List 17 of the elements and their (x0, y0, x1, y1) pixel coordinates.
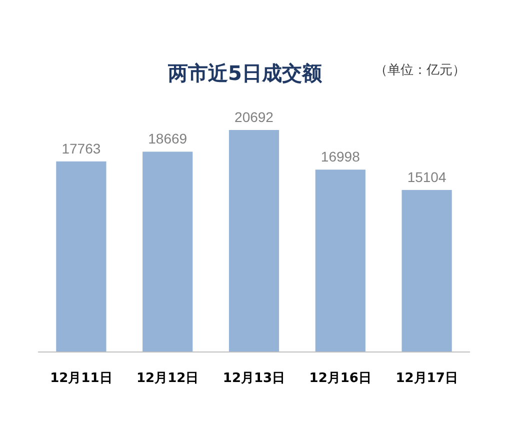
bar (228, 130, 280, 352)
bar (402, 190, 452, 352)
x-tick-label: 12月17日 (396, 371, 458, 386)
data-label: 20692 (234, 109, 274, 125)
x-tick-label: 12月11日 (50, 371, 112, 386)
x-tick-label: 12月13日 (222, 371, 286, 386)
x-tick-label: 12月16日 (309, 371, 372, 386)
chart-title: 两市近5日成交额 (167, 61, 323, 85)
bar (315, 170, 366, 352)
data-label: 18669 (148, 130, 188, 147)
bar (142, 152, 193, 352)
bar (56, 161, 106, 352)
data-label: 17763 (62, 140, 101, 156)
data-label: 15104 (407, 168, 446, 185)
x-tick-label: 12月12日 (136, 371, 199, 386)
text: （单位：亿元） (374, 63, 466, 78)
data-label: 16998 (320, 148, 360, 165)
